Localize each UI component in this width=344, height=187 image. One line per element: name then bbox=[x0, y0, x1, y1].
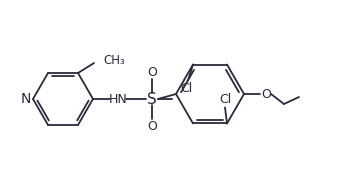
Text: Cl: Cl bbox=[219, 93, 231, 106]
Text: O: O bbox=[147, 65, 157, 79]
Text: CH₃: CH₃ bbox=[103, 53, 125, 67]
Text: O: O bbox=[147, 119, 157, 133]
Text: Cl: Cl bbox=[180, 82, 192, 95]
Text: O: O bbox=[261, 88, 271, 100]
Text: N: N bbox=[21, 92, 31, 106]
Text: S: S bbox=[147, 91, 157, 107]
Text: HN: HN bbox=[109, 93, 127, 105]
